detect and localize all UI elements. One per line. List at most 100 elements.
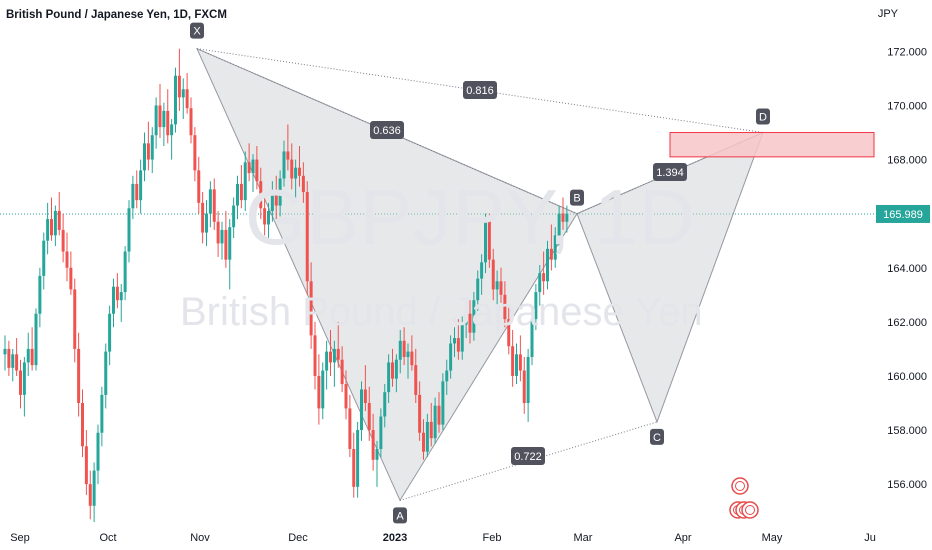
candle-body — [193, 135, 197, 171]
candle-body — [22, 362, 26, 395]
candle-body — [274, 192, 278, 206]
candle-body — [499, 281, 503, 295]
candle-body — [305, 192, 309, 282]
candle-body — [491, 259, 495, 290]
candle-body — [538, 273, 542, 293]
candle-body — [119, 292, 123, 301]
candle-body — [7, 348, 11, 368]
y-tick-label: 158.000 — [887, 425, 927, 437]
candle-body — [522, 370, 526, 403]
candle-body — [201, 202, 205, 233]
candle-body — [325, 351, 329, 371]
candle-body — [162, 110, 166, 128]
candle-body — [127, 208, 131, 252]
event-flag-inner — [745, 505, 755, 515]
candle-body — [255, 159, 259, 182]
candle-body — [123, 251, 127, 293]
candle-body — [50, 219, 53, 236]
y-tick-label: 160.000 — [887, 371, 927, 383]
last-price-text: 165.989 — [883, 209, 923, 221]
candle-body — [278, 178, 282, 206]
candle-body — [3, 348, 7, 355]
candle-body — [429, 421, 433, 439]
y-tick-label: 170.000 — [887, 100, 927, 112]
point-label-c: C — [650, 428, 664, 445]
candle-body — [449, 343, 453, 371]
candle-body — [92, 470, 96, 506]
candle-body — [108, 313, 112, 352]
event-markers-icon — [729, 477, 759, 519]
candle-body — [321, 370, 325, 409]
ratio-label-box — [463, 81, 497, 99]
candle-body — [239, 183, 243, 201]
candle-body — [267, 210, 270, 225]
candle-body — [282, 151, 286, 179]
x-tick-label: Feb — [483, 532, 502, 544]
candle-body — [460, 324, 464, 352]
candle-body — [208, 189, 212, 214]
candle-body — [340, 359, 344, 385]
x-tick-label: Sep — [10, 532, 30, 544]
candle-body — [131, 183, 135, 209]
candle-body — [518, 354, 522, 371]
candle-body — [495, 281, 499, 290]
candle-body — [534, 292, 538, 320]
y-tick-label: 168.000 — [887, 155, 927, 167]
x-tick-label: Dec — [288, 532, 308, 544]
last-price-box — [876, 204, 930, 223]
candle-body — [30, 348, 34, 366]
point-label-text: X — [193, 26, 201, 38]
event-flag-icon — [731, 477, 749, 495]
candle-body — [530, 319, 534, 358]
candle-body — [553, 235, 557, 260]
event-flag-inner — [735, 481, 745, 491]
ratio-label-text: 1.394 — [656, 167, 684, 179]
point-label-x: X — [190, 22, 204, 39]
last-price-tag: 165.989 — [876, 204, 930, 223]
candle-body — [414, 365, 418, 395]
candle-body — [367, 402, 371, 431]
candle-body — [170, 124, 174, 136]
candle-body — [53, 210, 57, 236]
point-label-box — [570, 189, 584, 206]
candle-body — [313, 335, 317, 376]
candle-body — [88, 484, 92, 506]
point-label-text: A — [396, 510, 404, 522]
candle-body — [565, 213, 569, 222]
candle-body — [232, 205, 236, 228]
ratio-label-text: 0.722 — [514, 451, 542, 463]
candle-body — [298, 167, 301, 176]
candle-body — [476, 278, 480, 301]
point-label-text: B — [573, 193, 580, 205]
point-label-text: C — [653, 432, 661, 444]
x-tick-label: Ju — [864, 532, 876, 544]
pattern-xab-triangle — [196, 47, 578, 502]
y-tick-label: 172.000 — [887, 46, 927, 58]
candle-body — [34, 313, 38, 366]
candle-body — [263, 208, 267, 225]
candle-body — [143, 143, 146, 171]
candle-body — [398, 340, 402, 360]
ratio-label-box — [370, 121, 404, 139]
candle-body — [507, 319, 511, 347]
candle-body — [484, 219, 487, 263]
candle-body — [526, 357, 530, 403]
candle-body — [243, 162, 247, 201]
candle-body — [19, 370, 22, 395]
ratio-label: 1.394 — [653, 163, 687, 181]
candle-body — [557, 213, 561, 236]
ratio-label-box — [653, 163, 687, 181]
candle-body — [363, 389, 367, 403]
candle-body — [26, 348, 30, 363]
x-tick-label: Apr — [674, 532, 691, 544]
candle-body — [69, 267, 73, 290]
candle-body — [391, 362, 394, 379]
candle-body — [453, 338, 456, 344]
candle-body — [185, 89, 189, 109]
candle-body — [410, 351, 414, 366]
candle-body — [379, 416, 383, 449]
ratio-label-text: 0.636 — [373, 125, 401, 137]
candle-body — [100, 394, 104, 433]
candle-body — [236, 183, 239, 206]
candle-body — [81, 402, 84, 447]
